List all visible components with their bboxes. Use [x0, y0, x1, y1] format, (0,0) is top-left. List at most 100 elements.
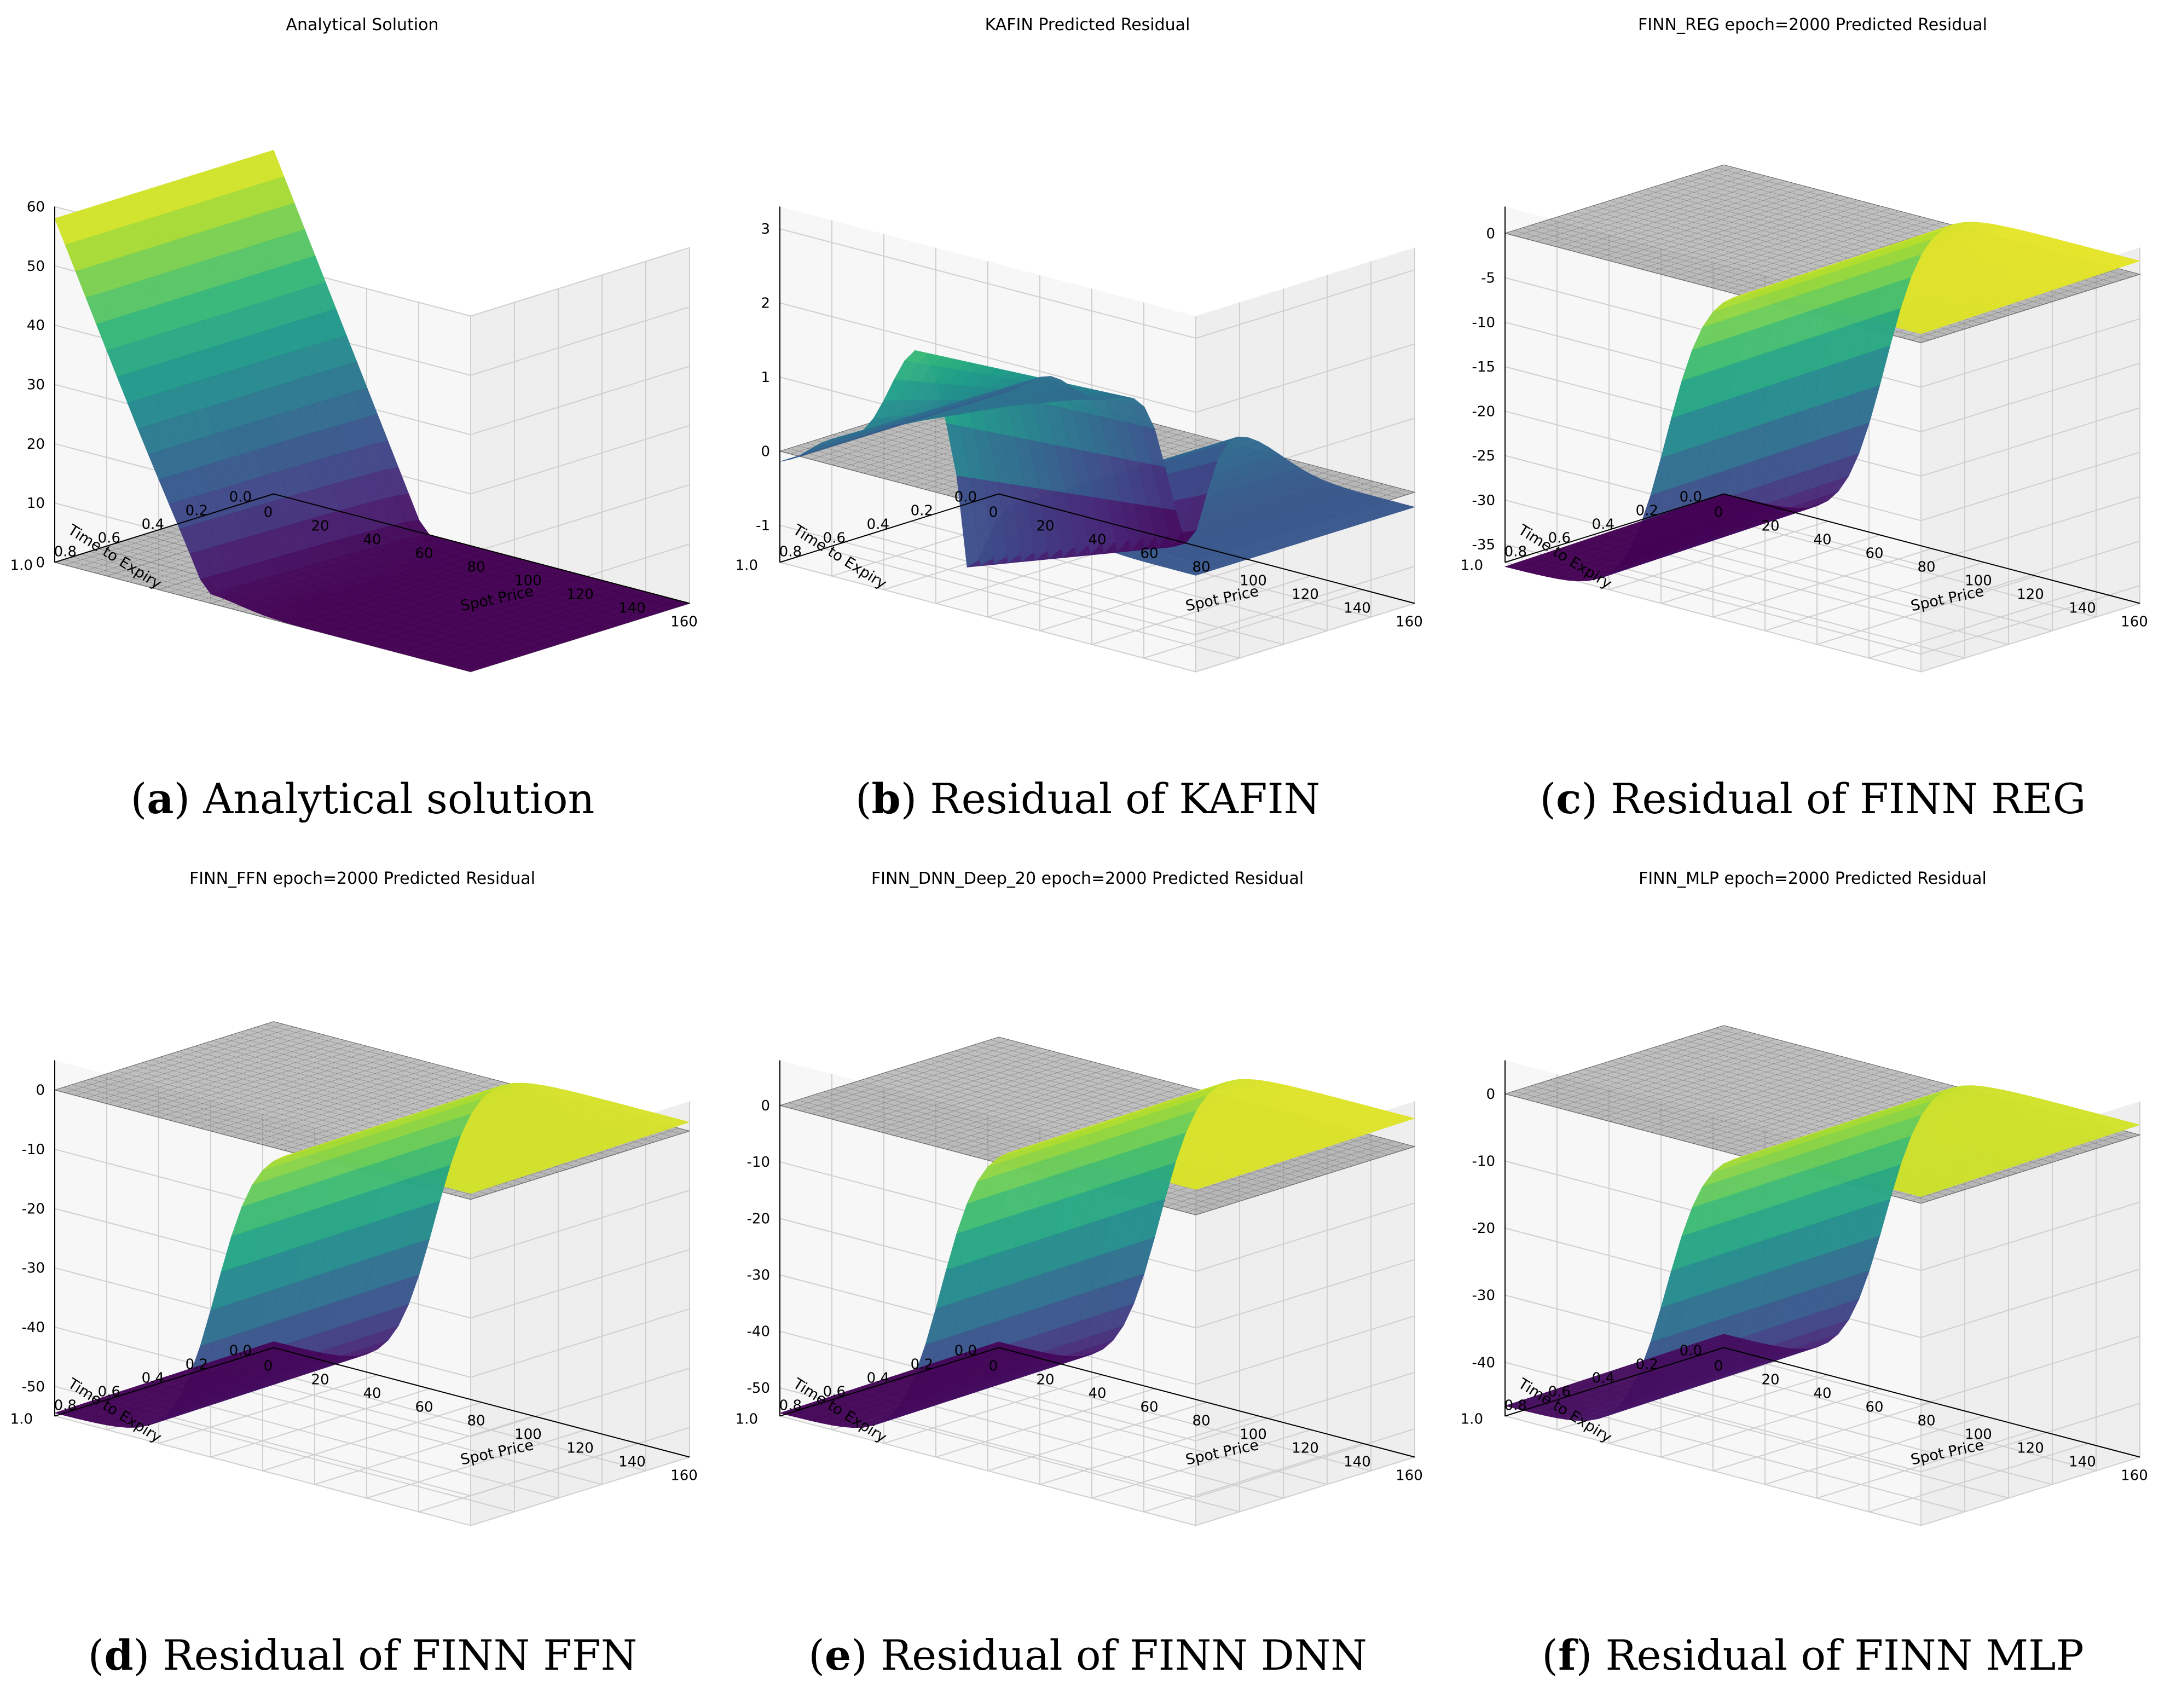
x-tick-label-f: 60	[1865, 1399, 1883, 1416]
x-tick-label-f: 20	[1761, 1372, 1779, 1388]
chart-c: 0204060801001201401600.00.20.40.60.81.0-…	[1461, 15, 2148, 673]
x-tick-label-f: 100	[1965, 1427, 1992, 1443]
y-tick-label-a: 0.0	[229, 489, 252, 506]
chart-title-d: FINN_FFN epoch=2000 Predicted Residual	[189, 869, 535, 888]
x-tick-label-c: 20	[1761, 518, 1779, 535]
y-tick-label-e: 0.2	[911, 1357, 933, 1373]
grid-z-d	[54, 1386, 690, 1497]
y-axis-line-b	[779, 493, 999, 563]
grid-y-d	[186, 1128, 603, 1485]
y-axis-line-c	[1504, 493, 1724, 563]
x-tick-label-d: 100	[514, 1427, 542, 1443]
y-tick-label-b: 0.8	[779, 544, 802, 560]
ref-mesh-line-e	[873, 1061, 1093, 1131]
z-tick-label-e: -50	[747, 1380, 770, 1397]
z-tick-label-c: -5	[1481, 270, 1495, 287]
chart-title-b: KAFIN Predicted Residual	[985, 15, 1190, 34]
x-tick-label-a: 40	[363, 532, 381, 548]
x-tick-label-e: 40	[1088, 1386, 1106, 1402]
ref-mesh-line-c	[1567, 181, 1787, 250]
ref-mesh-line-d	[273, 1079, 493, 1148]
grid-z-f	[1504, 1160, 2140, 1271]
x-tick-label-c: 160	[2121, 614, 2148, 630]
ref-mesh-line-c	[1681, 211, 1901, 280]
tick-labels-c: 0204060801001201401600.00.20.40.60.81.0-…	[1461, 225, 2148, 630]
ref-mesh-line-c	[1671, 208, 1891, 277]
x-tick-label-c: 60	[1865, 546, 1883, 562]
z-tick-label-e: -10	[747, 1154, 770, 1171]
z-tick-label-f: -30	[1472, 1288, 1495, 1304]
z-tick-label-d: -20	[22, 1201, 45, 1217]
y-tick-label-e: 1.0	[736, 1411, 758, 1428]
ref-mesh-line-e	[1154, 1135, 1374, 1205]
z-tick-label-e: -20	[747, 1211, 770, 1227]
ref-mesh-line-c	[1504, 164, 1724, 234]
grid-y-d	[54, 1169, 471, 1526]
ref-mesh-line-e	[883, 1064, 1103, 1133]
ref-mesh-line-c	[1546, 175, 1766, 245]
grid-y-f	[1592, 1142, 2009, 1499]
grid-z-c	[1504, 321, 2140, 432]
y-tick-label-c: 0.2	[1636, 503, 1658, 519]
y-tick-label-b: 0.0	[954, 489, 977, 506]
y-axis-line-d	[54, 1347, 274, 1417]
caption-b: (b) Residual of KAFIN	[855, 774, 1321, 823]
y-tick-label-c: 1.0	[1461, 558, 1483, 574]
caption-d: (d) Residual of FINN FFN	[88, 1631, 638, 1680]
x-tick-label-e: 60	[1140, 1399, 1158, 1416]
panel-c: 0 20 40 60 80 100 120 140 160 0.0 0.2 0.4 0.6 0.8 1.0-…	[1450, 0, 2175, 854]
ref-mesh-line-d	[241, 1070, 461, 1140]
side-pane-b	[1196, 247, 1415, 672]
y-axis-line-a	[54, 493, 274, 563]
x-tick-label-a: 160	[670, 614, 698, 630]
ref-mesh-line-c	[1515, 167, 1735, 236]
caption-text-f: Residual of FINN MLP	[1605, 1631, 2084, 1680]
grid-f	[1504, 1060, 2140, 1526]
surface-patch-d	[664, 1119, 691, 1127]
z-tick-label-a: 10	[27, 495, 45, 512]
ref-mesh-line-e	[967, 1086, 1187, 1155]
grid-z-b	[779, 302, 1415, 413]
ref-mesh-line-d	[460, 1128, 680, 1197]
grid-z-b	[779, 524, 1415, 635]
ref-mesh-line-f	[1577, 1044, 1797, 1114]
x-tick-label-c: 100	[1965, 573, 1992, 589]
y-tick-label-f: 0.8	[1504, 1398, 1527, 1414]
grid-z-c	[1504, 410, 2140, 522]
z-tick-label-a: 30	[27, 377, 45, 393]
ref-mesh-line-c	[1577, 183, 1797, 253]
z-tick-label-a: 50	[27, 258, 45, 275]
caption-c: (c) Residual of FINN REG	[1540, 774, 2086, 823]
z-tick-label-e: -40	[747, 1324, 770, 1340]
grid-z-e	[779, 1218, 1415, 1329]
z-tick-label-a: 40	[27, 317, 45, 334]
y-tick-label-d: 1.0	[10, 1411, 33, 1428]
caption-letter-e: e	[824, 1631, 852, 1680]
x-tick-label-b: 80	[1192, 559, 1210, 576]
x-tick-label-b: 60	[1140, 546, 1158, 562]
y-tick-label-c: 0.0	[1680, 489, 1702, 506]
x-tick-label-b: 120	[1292, 587, 1319, 603]
x-tick-label-a: 0	[264, 505, 273, 521]
ref-mesh-line-e	[800, 1042, 1020, 1111]
grid-y-f	[1504, 1169, 1922, 1526]
x-tick-label-d: 160	[670, 1468, 698, 1484]
ref-mesh-line-d	[221, 1065, 441, 1134]
surface-d	[54, 1082, 691, 1428]
x-tick-label-e: 120	[1292, 1440, 1319, 1457]
grid-y-b	[867, 288, 1284, 645]
y-tick-label-a: 0.2	[186, 503, 208, 519]
ref-mesh-line-c	[1650, 202, 1870, 272]
ref-mesh-line-f	[1733, 1085, 1953, 1155]
z-tick-label-c: 0	[1486, 225, 1495, 242]
x-tick-label-a: 120	[566, 587, 594, 603]
ref-mesh-line-c	[1629, 197, 1849, 267]
grid-y-c	[1680, 261, 2097, 618]
axes-b	[779, 206, 1415, 604]
ref-mesh-line-e	[842, 1053, 1062, 1122]
ref-mesh-line-c	[1598, 189, 1818, 258]
ref-mesh-line-e	[935, 1078, 1155, 1147]
y-tick-label-b: 0.2	[911, 503, 933, 519]
z-tick-label-f: -10	[1472, 1153, 1495, 1169]
grid-y-e	[911, 1128, 1328, 1485]
